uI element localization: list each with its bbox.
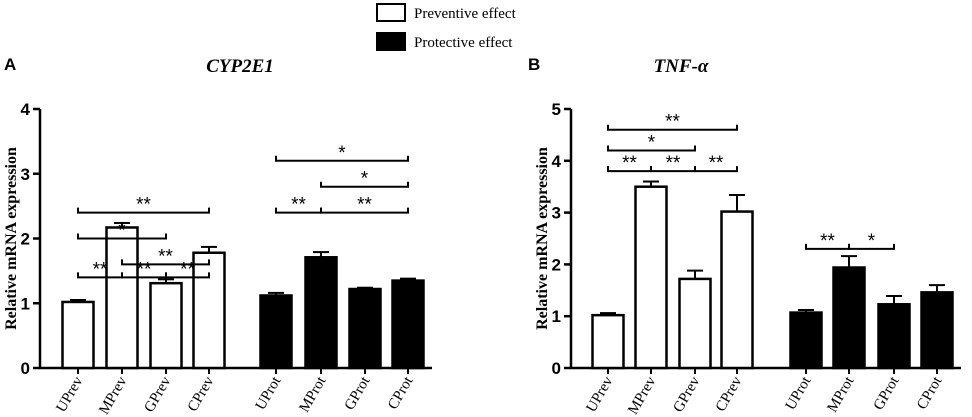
panel-a-y-axis-label: Relative mRNA expression	[3, 147, 20, 330]
panel-a-y-tick-label-1: 1	[21, 294, 30, 313]
legend-label-protective-effect: Protective effect	[414, 35, 513, 51]
panel-a-significance-bracket-3	[121, 259, 210, 266]
panel-a-significance-bracket-7	[320, 207, 409, 214]
panel-b-y-tick-label-3: 3	[552, 204, 561, 223]
legend: Preventive effect Protective effect	[376, 3, 517, 51]
panel-a: A CYP2E1 Relative mRNA expression 0 1 2 3 4 UPre…	[3, 55, 432, 417]
panel-b-significance-bracket-6	[848, 243, 895, 250]
panel-b-y-tick-label-5: 5	[552, 100, 561, 119]
panel-b-category-label-cprot: CProt	[914, 373, 946, 412]
panel-a-significance-bracket-9	[275, 155, 409, 162]
panel-b-bar-cprev	[720, 210, 754, 370]
panel-a-category-label-gprot: GProt	[342, 373, 374, 413]
panel-a-significance-label-5: **	[136, 195, 151, 216]
panel-a-significance-label-6: **	[291, 195, 306, 216]
panel-b-title: TNF-α	[654, 56, 709, 77]
legend-swatch-preventive-effect	[376, 3, 406, 22]
panel-b-significance-label-1: **	[666, 153, 681, 174]
panel-a-category-label-uprot: UProt	[253, 373, 285, 413]
panel-b-significance-label-2: **	[709, 153, 724, 174]
panel-a-significance-bracket-4	[77, 233, 167, 240]
panel-a-significance-label-9: *	[338, 143, 346, 164]
panel-b-significance-label-0: **	[622, 153, 637, 174]
panel-a-bar-cprev	[192, 251, 226, 370]
panel-b-y-tick-label-2: 2	[552, 255, 561, 274]
panel-b-significance-label-5: **	[820, 231, 835, 252]
panel-a-y-tick-label-3: 3	[21, 165, 30, 184]
panel-a-category-label-gprev: GPrev	[141, 374, 174, 416]
panel-b-bar-cprot	[920, 291, 954, 370]
panel-a-bar-gprev	[149, 281, 183, 370]
panel-b-bar-gprot	[877, 303, 911, 370]
panel-a-y-tick-label-2: 2	[21, 230, 30, 249]
panel-b-significance-bracket-2	[694, 166, 738, 173]
panel-b-significance-label-6: *	[868, 231, 876, 252]
panel-b-category-label-uprot: UProt	[783, 373, 815, 413]
panel-a-y-tick-label-0: 0	[21, 359, 30, 378]
panel-a-bar-mprev	[105, 226, 139, 370]
panel-a-category-label-mprot: MProt	[296, 373, 329, 415]
legend-swatch-protective-effect	[376, 32, 406, 51]
panel-b-y-axis-label: Relative mRNA expression	[534, 147, 551, 330]
panel-a-bar-uprot	[259, 294, 293, 370]
panel-b-y-tick-label-1: 1	[552, 307, 561, 326]
panel-b-significance-bracket-4	[607, 124, 738, 131]
panel-a-significance-label-4: *	[118, 221, 126, 242]
panel-a-significance-bracket-8	[320, 181, 409, 188]
panel-a-significance-bracket-5	[77, 207, 210, 214]
panel-a-significance-label-0: **	[93, 259, 108, 280]
panel-b-category-label-uprev: UPrev	[583, 374, 616, 416]
panel-a-y-tick-label-4: 4	[21, 100, 31, 119]
panel-a-category-label-cprot: CProt	[385, 373, 417, 412]
panel-b-category-label-gprot: GProt	[871, 373, 903, 413]
panel-b-bar-mprev	[634, 185, 668, 370]
panel-a-category-label-cprev: CPrev	[185, 374, 218, 415]
panel-b-category-label-gprev: GPrev	[670, 374, 703, 416]
panel-b-bar-gprev	[678, 277, 712, 370]
panel-b-y-tick-label-0: 0	[552, 359, 561, 378]
panel-b-significance-label-3: *	[648, 132, 656, 153]
panel-b-category-label-mprot: MProt	[824, 373, 857, 415]
panel-b-bar-uprev	[591, 313, 625, 370]
panel-a-significance-label-8: *	[361, 169, 369, 190]
panel-b: B TNF-α Relative mRNA expression 0 1 2 3 4 5 UPre…	[528, 55, 961, 417]
panel-b-significance-bracket-3	[607, 145, 696, 152]
panel-b-category-label-mprev: MPrev	[625, 374, 660, 417]
panel-a-bar-mprot	[304, 256, 338, 370]
panel-a-bar-gprot	[348, 287, 382, 370]
panel-a-significance-label-1: **	[137, 259, 152, 280]
panel-a-title: CYP2E1	[206, 56, 274, 77]
panel-b-bar-mprot	[832, 266, 866, 370]
panel-b-category-label-cprev: CPrev	[713, 374, 746, 415]
panel-a-letter: A	[4, 55, 16, 74]
panel-b-letter: B	[528, 55, 540, 74]
panel-b-y-tick-label-4: 4	[552, 152, 562, 171]
panel-b-bar-uprot	[789, 311, 823, 370]
legend-label-preventive-effect: Preventive effect	[414, 6, 517, 22]
panel-a-category-label-mprev: MPrev	[96, 374, 131, 417]
panel-a-bar-uprev	[61, 300, 95, 370]
panel-a-significance-label-7: **	[357, 195, 372, 216]
panel-a-significance-label-3: **	[158, 246, 173, 267]
panel-a-bar-cprot	[391, 279, 425, 370]
panel-a-significance-label-2: **	[180, 259, 195, 280]
panel-a-significance-bracket-2	[165, 272, 210, 279]
panel-b-significance-label-4: **	[665, 112, 680, 133]
panel-a-category-label-uprev: UPrev	[53, 374, 86, 416]
